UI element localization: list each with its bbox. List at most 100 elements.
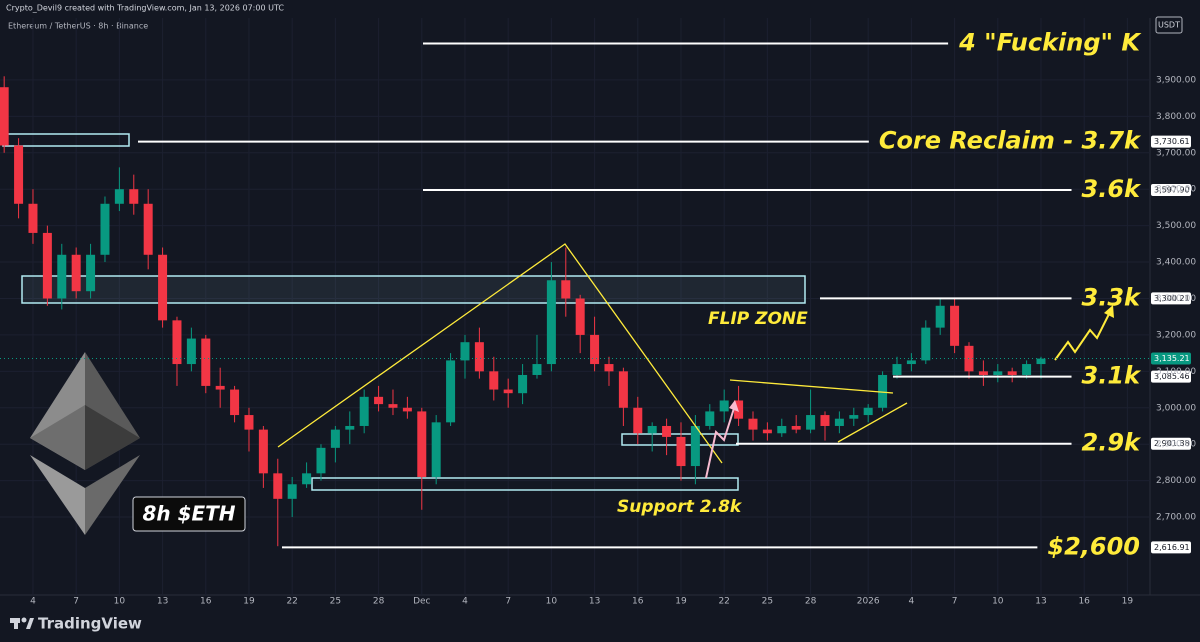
candle-body: [14, 145, 24, 204]
level-price-box: [1151, 135, 1191, 148]
candle-body: [662, 425, 672, 437]
x-tick-label: 4: [30, 597, 36, 607]
level-text: Core Reclaim - 3.7k: [879, 127, 1142, 155]
level-price-box: [1151, 370, 1191, 383]
candle-body: [446, 360, 456, 423]
candle-body: [978, 371, 988, 375]
x-tick-label: 25: [762, 597, 773, 607]
candle-body: [762, 429, 772, 434]
candle-body: [57, 254, 67, 299]
support-label: Support 2.8k: [617, 497, 743, 517]
candle-body: [474, 342, 484, 372]
trend-lines: [277, 243, 723, 464]
candle-body: [849, 415, 859, 419]
candle-body: [748, 418, 758, 430]
candle-body: [633, 407, 643, 434]
x-tick-label: 19: [675, 597, 687, 607]
y-tick-label: 3,700.00: [1156, 148, 1196, 158]
x-tick-label: 22: [718, 597, 729, 607]
level-price-box: [1151, 183, 1191, 196]
projection-arrowhead: [1104, 305, 1114, 318]
candle-body: [158, 254, 168, 321]
y-tick-label: 3,800.00: [1156, 112, 1196, 122]
last-price-label: 3,135.21: [1154, 354, 1190, 363]
candle-body: [417, 411, 427, 477]
candle-body: [1007, 371, 1017, 375]
candle-body: [273, 473, 283, 499]
x-tick-label: 28: [805, 597, 817, 607]
x-tick-label: 10: [992, 597, 1004, 607]
tv-logo: [10, 617, 34, 629]
candle-body: [503, 389, 513, 394]
candle-body: [921, 327, 931, 361]
flip-zone-label: FLIP ZONE: [708, 309, 808, 329]
candle-body: [777, 425, 787, 434]
level-price-label: 2,901.38: [1154, 439, 1190, 448]
triangle-upper: [729, 379, 894, 394]
y-tick-label: 3,400.00: [1156, 258, 1196, 268]
candle-body: [402, 407, 412, 412]
level-price-label: 3,300.21: [1154, 294, 1190, 303]
candle-body: [806, 415, 816, 430]
y-tick-label: 3,900.00: [1156, 75, 1196, 85]
level-price-box: [1151, 292, 1191, 305]
x-tick-label: 19: [243, 597, 255, 607]
x-tick-label: 10: [114, 597, 126, 607]
candle-body: [647, 425, 657, 434]
projection-arrow: [1054, 311, 1111, 361]
tag-label: 8h $ETH: [142, 502, 235, 526]
pink-arrow: [705, 404, 736, 479]
candle-body: [690, 425, 700, 467]
candle-body: [287, 484, 297, 499]
candle-body: [258, 429, 268, 474]
candle-body: [993, 371, 1003, 375]
level-price-box: [1151, 541, 1191, 554]
level-text: 3.6k: [1082, 175, 1143, 203]
candle-body: [892, 364, 902, 375]
candle-body: [230, 389, 240, 416]
x-tick-label: 22: [286, 597, 297, 607]
candles: [0, 76, 1046, 547]
x-tick-label: 10: [546, 597, 558, 607]
triangle-lower: [837, 402, 908, 443]
x-tick-label: 25: [330, 597, 341, 607]
time-axis: 4 7 10 13 16 19 22 25 28 Dec 4 7 10 13 16 19 22 25 28 2026 4…: [30, 597, 1133, 607]
y-tick-label: 3,100.00: [1156, 367, 1196, 377]
x-tick-label: 16: [1078, 597, 1090, 607]
y-tick-label: 3,500.00: [1156, 221, 1196, 231]
y-tick-label: 3,600.00: [1156, 185, 1196, 195]
candle-body: [791, 425, 801, 430]
eth-logo: [30, 352, 140, 535]
brand: TradingView: [38, 615, 142, 633]
candle-body: [906, 360, 916, 365]
level-text: 2.9k: [1082, 429, 1143, 457]
candle-body: [561, 280, 571, 299]
y-tick-label: 3,300.00: [1156, 294, 1196, 304]
y-tick-label: 2,800.00: [1156, 476, 1196, 486]
candle-body: [302, 473, 312, 485]
x-tick-label: 7: [952, 597, 958, 607]
currency-box: [1155, 16, 1183, 34]
candle-body: [172, 320, 182, 365]
candle-body: [359, 396, 369, 426]
x-tick-label: 16: [200, 597, 212, 607]
candle-body: [388, 404, 398, 408]
y-tick-label: 3,000.00: [1156, 403, 1196, 413]
x-tick-label: 2026: [857, 597, 880, 607]
candle-body: [575, 298, 585, 335]
candle-body: [71, 254, 81, 292]
candle-body: [42, 232, 52, 299]
x-tick-label: 7: [73, 597, 79, 607]
level-price-label: 2,616.91: [1154, 543, 1190, 552]
x-tick-label: 13: [157, 597, 168, 607]
level-price-label: 3,597.90: [1154, 185, 1190, 194]
candle-body: [590, 334, 600, 365]
levels: 4 "Fucking" K Core Reclaim - 3.7k 3,730.61…: [138, 28, 1191, 560]
level-text: 3.1k: [1082, 362, 1143, 390]
candle-body: [863, 407, 873, 416]
x-tick-label: 4: [909, 597, 915, 607]
candle-body: [86, 254, 96, 292]
candle-body: [460, 342, 470, 361]
